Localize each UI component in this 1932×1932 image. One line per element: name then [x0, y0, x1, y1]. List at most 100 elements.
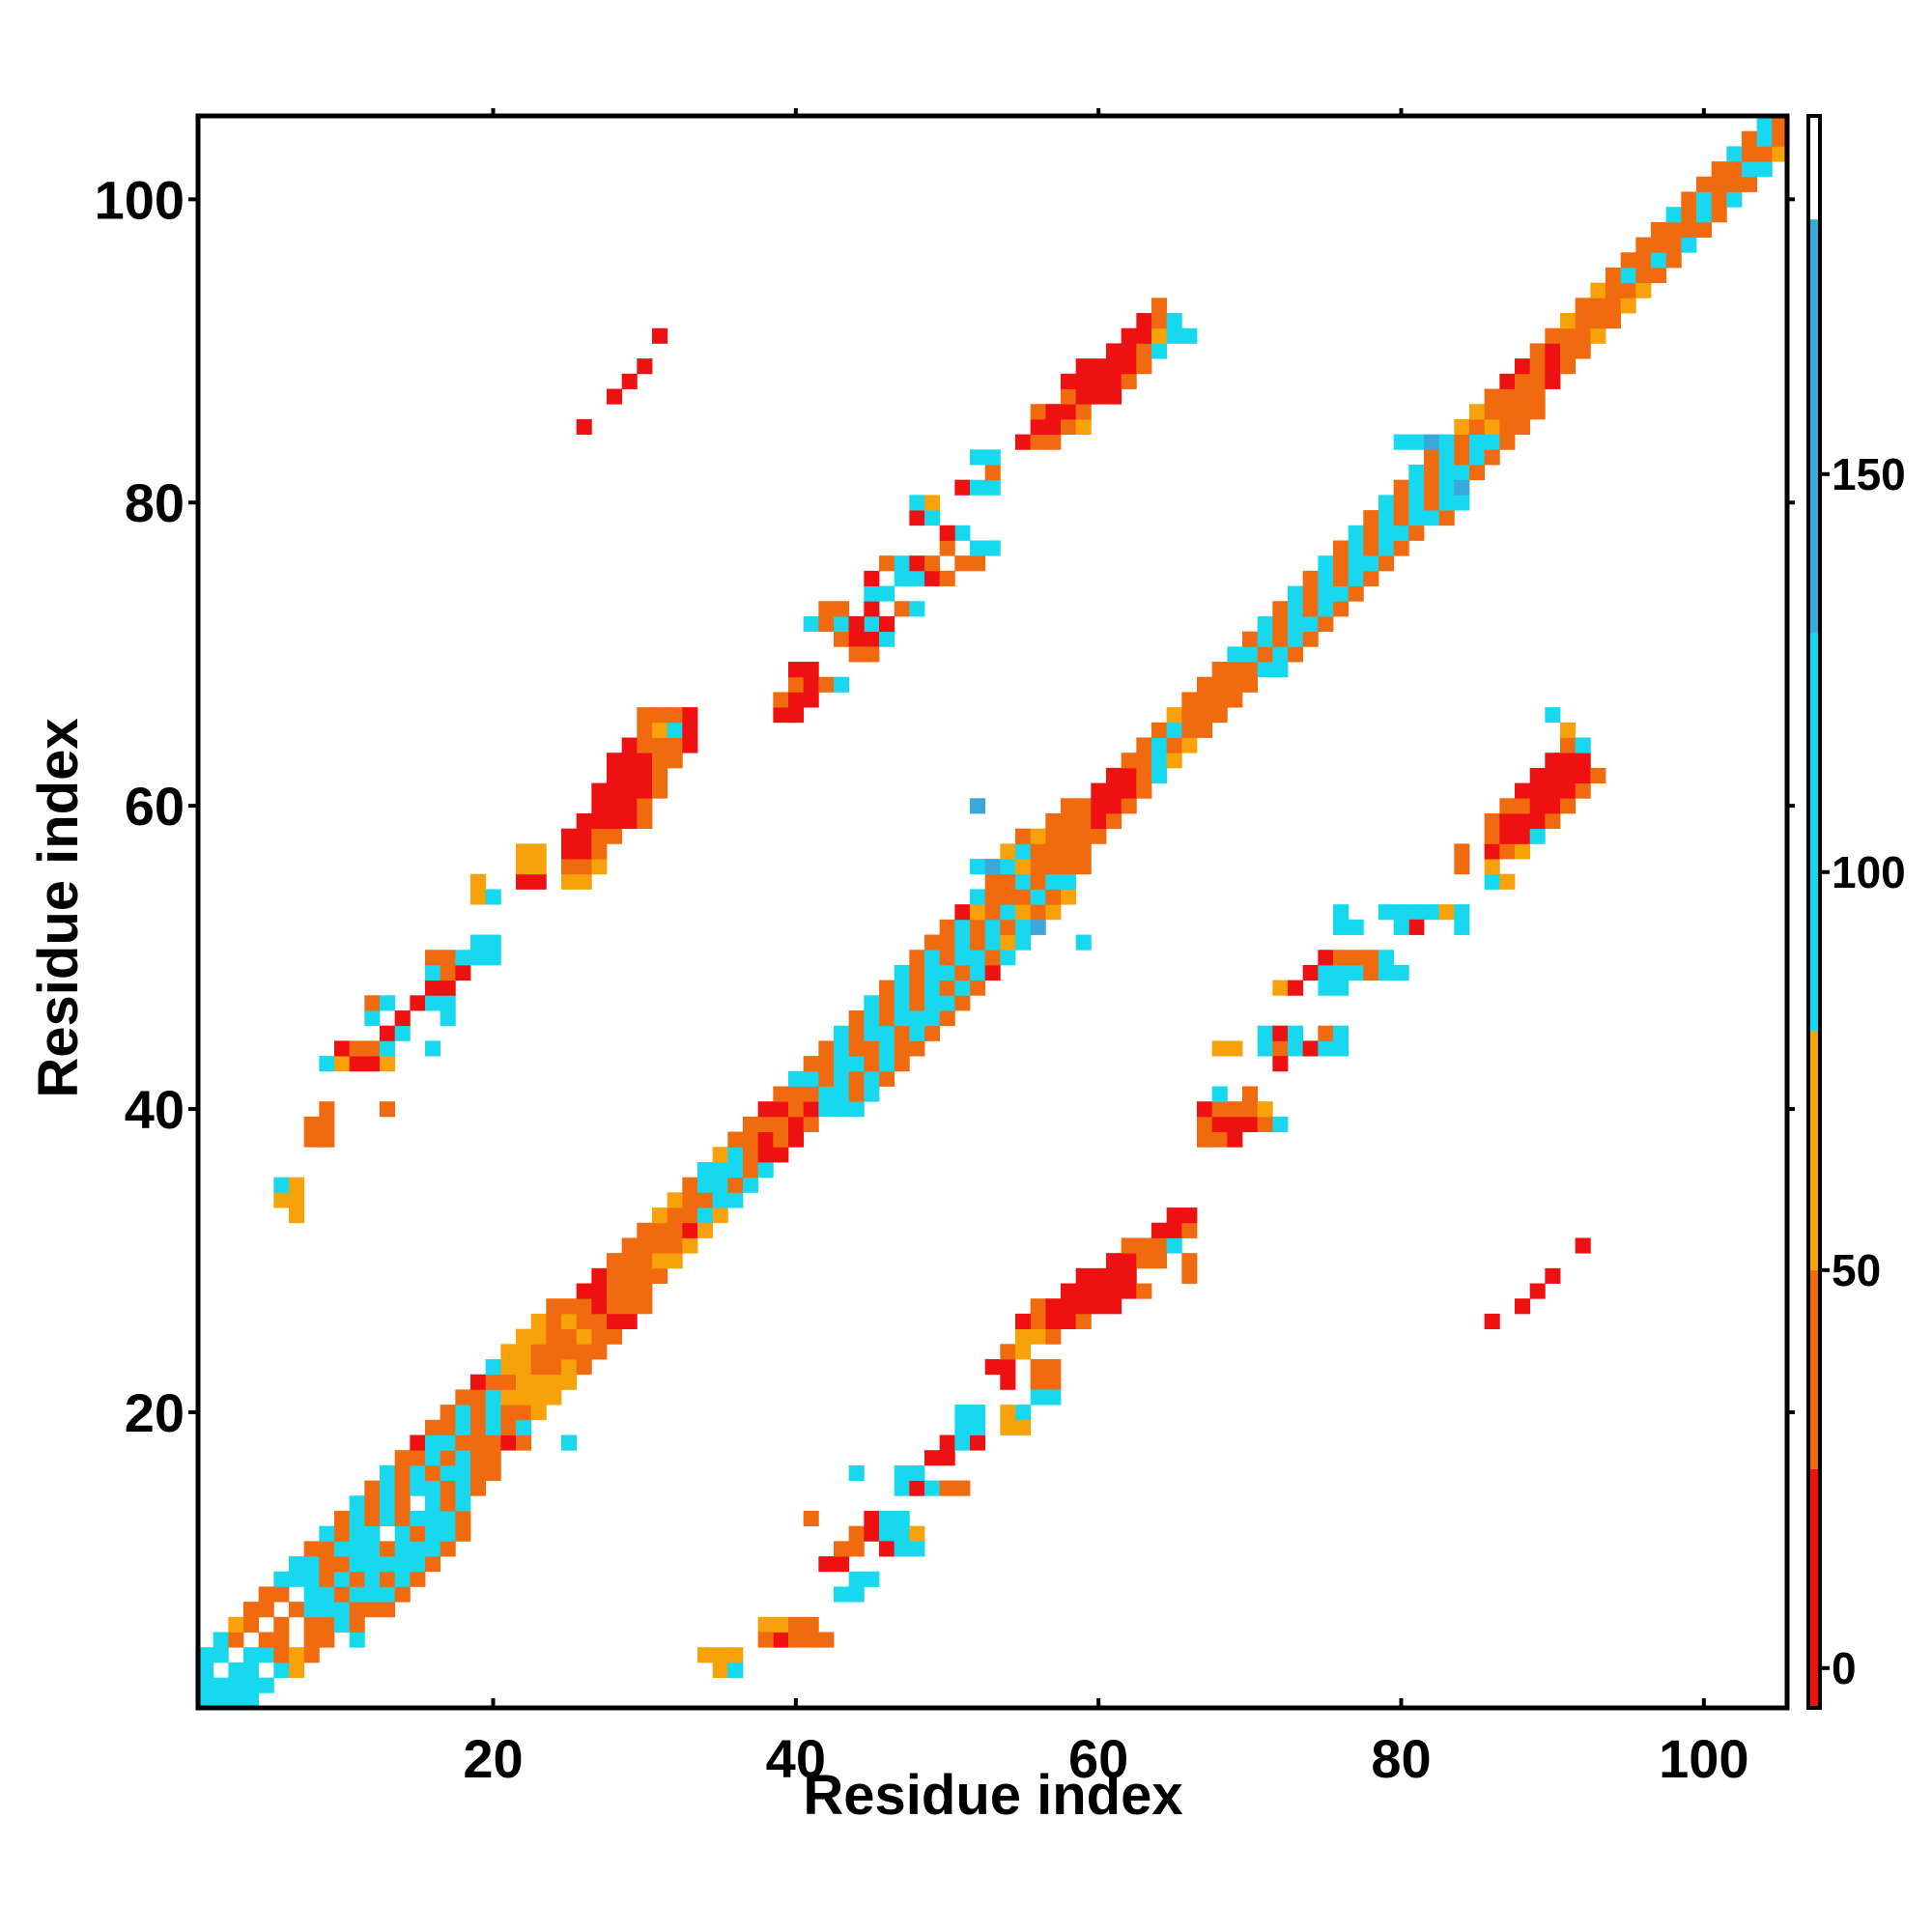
heatmap-cell	[440, 1450, 456, 1466]
heatmap-cell	[213, 1632, 229, 1648]
heatmap-cell	[1393, 525, 1409, 541]
heatmap-cell	[470, 1405, 487, 1421]
heatmap-cell	[1075, 358, 1092, 375]
heatmap-cell	[1197, 707, 1213, 724]
heatmap-cell	[1393, 904, 1409, 921]
axis-ticks: 20 40 60 80 100 20 40 60 80 100	[95, 108, 1795, 1789]
heatmap-cell	[530, 859, 547, 875]
heatmap-cell	[637, 753, 653, 769]
x-tick-label: 60	[1068, 1728, 1128, 1789]
heatmap-cell	[364, 1602, 381, 1618]
heatmap-cell	[591, 1313, 608, 1330]
heatmap-cell	[349, 1525, 365, 1542]
heatmap-cell	[1742, 176, 1758, 192]
heatmap-cell	[924, 934, 941, 951]
heatmap-cell	[364, 1010, 381, 1027]
heatmap-cell	[1363, 570, 1379, 586]
heatmap-cell	[667, 753, 683, 769]
heatmap-cell	[984, 904, 1001, 921]
heatmap-cell	[1620, 267, 1636, 284]
heatmap-cell	[1000, 904, 1016, 921]
heatmap-cell	[1545, 782, 1561, 799]
heatmap-cell	[984, 540, 1001, 556]
heatmap-cell	[1166, 1237, 1182, 1254]
heatmap-cell	[1181, 707, 1198, 724]
heatmap-cell	[546, 1389, 562, 1406]
heatmap-cell	[1015, 919, 1032, 935]
heatmap-cell	[848, 1025, 865, 1041]
heatmap-cell	[697, 1647, 714, 1663]
heatmap-cell	[1590, 767, 1606, 783]
heatmap-cell	[607, 1253, 623, 1269]
heatmap-cell	[848, 615, 865, 633]
heatmap-cell	[1091, 388, 1107, 405]
heatmap-cell	[894, 1056, 910, 1072]
heatmap-cell	[1545, 753, 1561, 769]
heatmap-cell	[198, 1662, 214, 1679]
heatmap-cell	[652, 737, 668, 753]
heatmap-cell	[1045, 812, 1062, 830]
heatmap-cell	[1030, 1328, 1046, 1345]
heatmap-cell	[303, 1571, 320, 1587]
heatmap-cell	[380, 1464, 396, 1481]
heatmap-cell	[1726, 191, 1743, 208]
heatmap-cell	[909, 1025, 925, 1041]
heatmap-cell	[652, 782, 668, 799]
heatmap-cell	[394, 1450, 411, 1466]
heatmap-cell	[1681, 191, 1697, 208]
heatmap-cell	[743, 1177, 759, 1193]
heatmap-cell	[637, 358, 653, 375]
heatmap-cell	[1302, 615, 1319, 633]
heatmap-cell	[530, 1405, 547, 1421]
heatmap-cell	[530, 1374, 547, 1390]
heatmap-cell	[1363, 525, 1379, 541]
heatmap-cell	[1363, 555, 1379, 572]
heatmap-cell	[455, 1405, 471, 1421]
heatmap-cell	[970, 889, 986, 905]
heatmap-cell	[1560, 753, 1577, 769]
heatmap-cell	[1288, 631, 1304, 647]
heatmap-cell	[349, 1602, 365, 1618]
heatmap-cell	[879, 1541, 895, 1557]
heatmap-cell	[773, 1101, 789, 1118]
heatmap-cell	[1000, 1405, 1016, 1421]
heatmap-cell	[1469, 464, 1486, 481]
heatmap-cell	[788, 1101, 805, 1118]
heatmap-cell	[394, 1525, 411, 1542]
heatmap-cell	[364, 1525, 381, 1542]
heatmap-cell	[380, 1571, 396, 1587]
heatmap-cell	[1318, 1025, 1334, 1041]
heatmap-cell	[1333, 980, 1350, 996]
heatmap-cell	[1545, 327, 1561, 344]
heatmap-cell	[818, 676, 835, 693]
heatmap-cell	[380, 995, 396, 1011]
heatmap-cell	[349, 1040, 365, 1057]
heatmap-cell	[1197, 676, 1213, 693]
heatmap-cell	[954, 995, 971, 1011]
heatmap-cell	[1393, 479, 1409, 496]
heatmap-cell	[228, 1677, 244, 1693]
heatmap-cell	[712, 1647, 728, 1663]
heatmap-cell	[1560, 798, 1577, 814]
heatmap-cell	[1211, 1101, 1228, 1118]
heatmap-cell	[1106, 1253, 1122, 1269]
heatmap-cell	[1106, 1298, 1122, 1315]
heatmap-cell	[1075, 418, 1092, 435]
heatmap-cell	[1181, 1208, 1198, 1224]
heatmap-cell	[591, 798, 608, 814]
heatmap-cell	[1363, 540, 1379, 556]
heatmap-cell	[1545, 343, 1561, 359]
heatmap-cell	[1061, 873, 1077, 890]
heatmap-cell	[1469, 434, 1486, 450]
heatmap-cell	[1333, 1040, 1350, 1057]
heatmap-cell	[1030, 1374, 1046, 1390]
heatmap-cell	[954, 1419, 971, 1435]
heatmap-cell	[1711, 207, 1727, 223]
heatmap-cell	[213, 1692, 229, 1709]
heatmap-cell	[1075, 843, 1092, 860]
heatmap-cell	[380, 1510, 396, 1527]
x-tick-label: 100	[1659, 1728, 1748, 1789]
heatmap-cell	[1605, 282, 1622, 298]
heatmap-cell	[1181, 737, 1198, 753]
heatmap-cell	[1424, 495, 1440, 511]
